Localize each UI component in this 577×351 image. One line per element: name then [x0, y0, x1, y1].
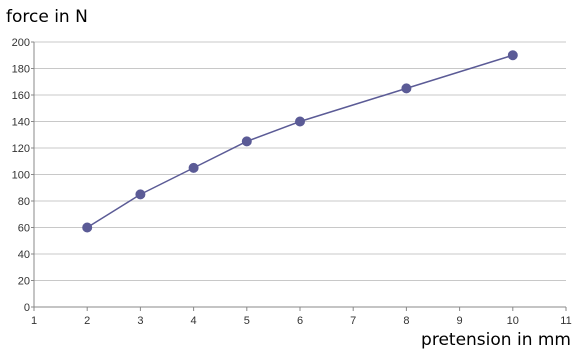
x-tick-label: 2: [84, 315, 90, 327]
data-point: [507, 50, 518, 61]
series-layer: [82, 50, 518, 233]
data-point: [401, 83, 412, 94]
data-point: [241, 136, 252, 147]
tick-labels: 0 20 40 60 80 100 120 140 160 180 200 1 2 3 4 5 6 7 8 9 10 11: [12, 37, 572, 327]
y-tick-label: 160: [12, 90, 30, 102]
axes: [31, 41, 567, 311]
x-tick-label: 4: [191, 315, 197, 327]
x-tick-label: 10: [507, 315, 519, 327]
y-tick-label: 60: [18, 223, 30, 235]
data-point: [295, 116, 305, 127]
series-line: [86, 54, 514, 229]
x-tick-label: 7: [350, 315, 356, 327]
grid-lines: [34, 41, 566, 281]
x-tick-label: 1: [31, 315, 37, 327]
y-tick-label: 140: [12, 117, 30, 129]
y-tick-label: 120: [12, 143, 30, 155]
data-point: [135, 189, 146, 200]
x-tick-label: 5: [244, 315, 250, 327]
y-tick-label: 200: [12, 37, 30, 49]
y-axis-label: force in N: [6, 7, 88, 27]
x-axis-label: pretension in mm: [421, 330, 571, 350]
x-tick-label: 8: [403, 315, 409, 327]
y-tick-label: 40: [18, 249, 30, 261]
y-tick-label: 20: [18, 276, 30, 288]
x-tick-label: 3: [137, 315, 143, 327]
data-point: [188, 162, 199, 173]
data-point: [82, 222, 93, 233]
y-tick-label: 0: [24, 302, 30, 314]
x-tick-label: 9: [457, 315, 463, 327]
y-tick-label: 100: [12, 170, 30, 182]
y-tick-label: 180: [12, 64, 30, 76]
y-tick-label: 80: [18, 196, 30, 208]
x-tick-label: 6: [297, 315, 303, 327]
x-tick-label: 11: [560, 315, 571, 327]
